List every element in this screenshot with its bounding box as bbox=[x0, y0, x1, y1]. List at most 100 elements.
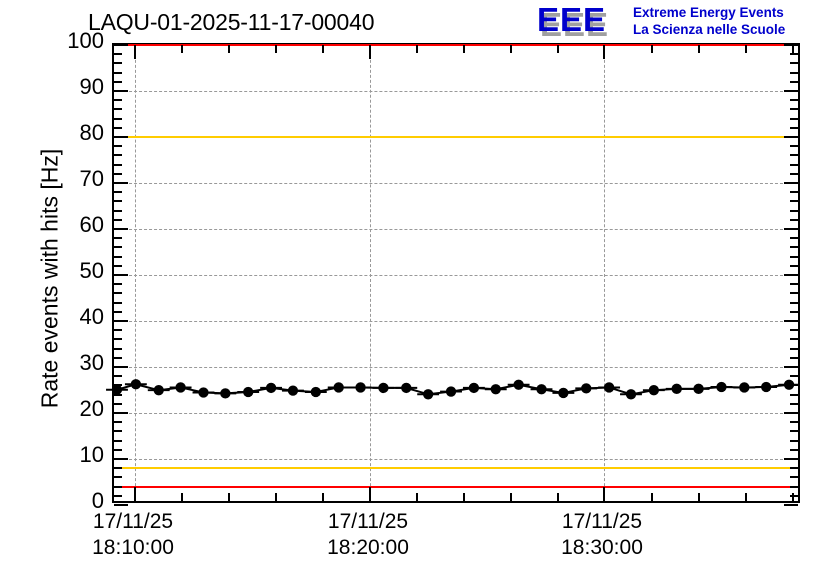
y-axis-tick-minor bbox=[790, 71, 798, 74]
y-axis-tick-major bbox=[784, 366, 798, 368]
data-point-marker bbox=[490, 384, 501, 395]
gridline-horizontal bbox=[114, 91, 798, 92]
eee-logo-text: Extreme Energy Events La Scienza nelle S… bbox=[633, 5, 785, 38]
y-axis-tick-major bbox=[784, 90, 798, 92]
y-axis-tick-major bbox=[784, 182, 798, 184]
y-axis-tick-major bbox=[114, 90, 128, 92]
y-axis-tick-major bbox=[114, 228, 128, 230]
y-axis-tick-label: 60 bbox=[79, 212, 104, 237]
x-axis-tick-minor bbox=[557, 45, 559, 53]
x-axis-tick-minor bbox=[792, 493, 794, 501]
y-axis-tick-minor bbox=[790, 283, 798, 286]
y-axis-tick-minor bbox=[114, 126, 122, 129]
y-axis-tick-minor bbox=[114, 200, 122, 203]
y-axis-tick-minor bbox=[114, 108, 122, 111]
y-axis-tick-major bbox=[114, 44, 128, 46]
y-axis-tick-minor bbox=[790, 421, 798, 424]
y-axis-tick-minor bbox=[790, 163, 798, 166]
y-axis-tick-minor bbox=[114, 485, 122, 488]
data-point-marker bbox=[739, 382, 750, 393]
x-axis-tick-minor bbox=[463, 45, 465, 53]
x-axis-tick-major bbox=[603, 45, 605, 59]
y-axis-tick-minor bbox=[114, 264, 122, 267]
x-axis-tick-minor bbox=[228, 493, 230, 501]
y-axis-tick-minor bbox=[790, 53, 798, 56]
data-point-marker bbox=[310, 386, 321, 398]
x-axis-tick-label-date: 17/11/25 bbox=[92, 510, 174, 533]
y-axis-tick-minor bbox=[790, 356, 798, 359]
threshold-line-lower-warning bbox=[114, 467, 798, 470]
x-axis-tick-minor bbox=[463, 493, 465, 501]
y-axis-tick-minor bbox=[114, 53, 122, 56]
y-axis-tick-minor bbox=[114, 448, 122, 451]
data-point-marker bbox=[401, 382, 412, 394]
x-axis-tick-minor bbox=[275, 493, 277, 501]
y-axis-tick-minor bbox=[790, 237, 798, 240]
y-axis-tick-minor bbox=[114, 292, 122, 295]
y-axis-tick-minor bbox=[790, 145, 798, 148]
eee-logo: EEE EEE Extreme Energy Events La Scienza… bbox=[537, 3, 833, 41]
y-axis-tick-minor bbox=[790, 301, 798, 304]
x-axis-tick-label-time: 18:10:00 bbox=[92, 536, 174, 559]
y-axis-tick-minor bbox=[114, 356, 122, 359]
gridline-horizontal bbox=[114, 275, 798, 276]
gridline-vertical bbox=[135, 45, 136, 501]
y-axis-tick-major bbox=[114, 320, 128, 322]
y-axis-tick-minor bbox=[790, 476, 798, 479]
y-axis-tick-minor bbox=[790, 310, 798, 313]
y-axis-tick-minor bbox=[790, 80, 798, 83]
data-point-marker bbox=[287, 385, 299, 396]
eee-logo-mark-front: EEE bbox=[537, 1, 607, 38]
y-axis-tick-major bbox=[784, 412, 798, 414]
y-axis-tick-minor bbox=[114, 430, 122, 433]
y-axis-tick-minor bbox=[114, 117, 122, 120]
x-axis-tick-minor bbox=[275, 45, 277, 53]
y-axis-tick-major bbox=[784, 44, 798, 46]
x-axis-tick-minor bbox=[181, 45, 183, 53]
y-axis-tick-minor bbox=[790, 108, 798, 111]
data-point-marker bbox=[243, 386, 254, 398]
y-axis-tick-label: 10 bbox=[79, 442, 104, 467]
y-axis-tick-major bbox=[114, 136, 128, 138]
data-point-marker bbox=[625, 389, 637, 400]
data-point-marker bbox=[153, 385, 164, 396]
data-point-marker bbox=[783, 379, 795, 390]
data-point-marker bbox=[198, 387, 209, 398]
y-axis-tick-label: 20 bbox=[79, 396, 104, 421]
x-axis-tick-minor bbox=[510, 45, 512, 53]
x-axis-tick-minor bbox=[651, 493, 653, 501]
y-axis-tick-minor bbox=[790, 126, 798, 129]
data-point-marker bbox=[175, 382, 186, 393]
y-axis-tick-minor bbox=[114, 246, 122, 249]
y-axis-tick-minor bbox=[114, 283, 122, 286]
x-axis-tick-minor bbox=[322, 493, 324, 501]
gridline-horizontal bbox=[114, 459, 798, 460]
y-axis-tick-minor bbox=[790, 191, 798, 194]
gridline-horizontal bbox=[114, 367, 798, 368]
data-point-marker bbox=[558, 387, 569, 399]
gridline-vertical bbox=[370, 45, 371, 501]
y-axis-tick-minor bbox=[114, 347, 122, 350]
x-axis-tick-minor bbox=[557, 493, 559, 501]
data-point-marker bbox=[220, 388, 231, 399]
y-axis-tick-minor bbox=[790, 62, 798, 65]
x-axis-tick-label: 17/11/25 18:20:00 bbox=[288, 509, 448, 561]
y-axis-tick-minor bbox=[790, 218, 798, 221]
x-axis-tick-label-date: 17/11/25 bbox=[561, 510, 643, 533]
chart-title: LAQU-01-2025-11-17-00040 bbox=[88, 9, 375, 35]
y-axis-tick-minor bbox=[114, 375, 122, 378]
y-axis-tick-minor bbox=[790, 154, 798, 157]
x-axis-tick-label-time: 18:20:00 bbox=[327, 536, 409, 559]
x-axis-tick-label: 17/11/25 18:10:00 bbox=[53, 509, 213, 561]
y-axis-tick-label: 50 bbox=[79, 258, 104, 283]
y-axis-tick-minor bbox=[790, 264, 798, 267]
eee-logo-line2: La Scienza nelle Scuole bbox=[633, 21, 786, 37]
x-axis-tick-label-date: 17/11/25 bbox=[327, 510, 409, 533]
y-axis-tick-minor bbox=[790, 209, 798, 212]
y-axis-tick-minor bbox=[114, 237, 122, 240]
gridline-horizontal bbox=[114, 229, 798, 230]
data-point-marker bbox=[355, 382, 366, 393]
data-point-marker bbox=[445, 386, 457, 397]
y-axis-tick-minor bbox=[114, 99, 122, 102]
